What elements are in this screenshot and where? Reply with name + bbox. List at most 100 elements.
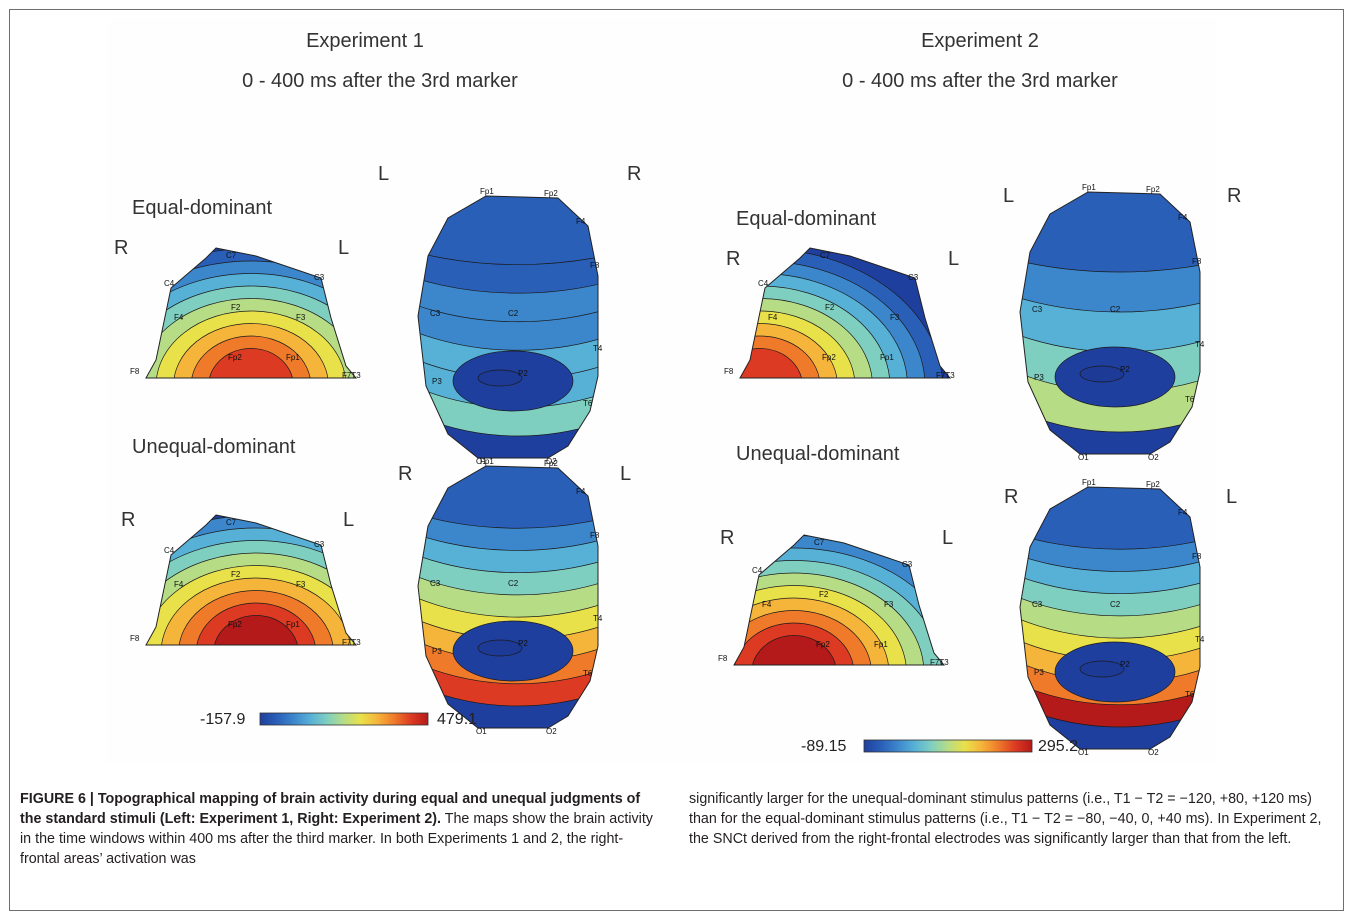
electrode-label: F4: [174, 313, 184, 322]
figure-label: FIGURE 6 |: [20, 791, 98, 807]
electrode-label: F4: [1178, 508, 1188, 517]
electrode-label: F8: [718, 654, 728, 663]
electrode-label: Fp1: [880, 353, 894, 362]
electrode-label: F3: [890, 313, 900, 322]
side-label-r: R: [726, 248, 741, 270]
exp2-colorbar: [863, 739, 1033, 753]
electrode-label: C3: [902, 560, 913, 569]
electrode-label: T6: [1185, 395, 1195, 404]
side-label-r: R: [1227, 185, 1242, 207]
electrode-label: F7T3: [930, 658, 949, 667]
electrode-label: Fp1: [286, 620, 300, 629]
electrode-label: F8: [724, 367, 734, 376]
electrode-label: C7: [820, 251, 831, 260]
side-label-r: R: [398, 463, 413, 485]
caption-right: significantly larger for the unequal-dom…: [689, 789, 1337, 849]
electrode-label: C2: [508, 309, 519, 318]
side-label-r: R: [627, 163, 642, 185]
experiment-1-title: Experiment 1: [306, 30, 424, 52]
electrode-label: T6: [583, 399, 593, 408]
electrode-label: C3: [1032, 600, 1043, 609]
electrode-label: T4: [1195, 340, 1205, 349]
side-label-r: R: [114, 237, 129, 259]
side-label-l: L: [343, 509, 355, 531]
electrode-label: T4: [1195, 635, 1205, 644]
electrode-label: O1: [1078, 453, 1089, 462]
exp2-equal-frontal-map: C7 C3 C4 F2 F4 F3 F8 Fp2 Fp1 F7T3: [724, 247, 955, 380]
electrode-label: Fp1: [1082, 478, 1096, 487]
electrode-label: F8: [590, 531, 600, 540]
electrode-label: T6: [1185, 690, 1195, 699]
electrode-label: O2: [546, 727, 557, 736]
electrode-label: O1: [476, 727, 487, 736]
electrode-label: C2: [1110, 600, 1121, 609]
electrode-label: Fp1: [480, 187, 494, 196]
side-label-l: L: [378, 163, 390, 185]
caption-title: Topographical mapping of brain activity …: [20, 791, 641, 827]
side-label-l: L: [1226, 486, 1238, 508]
exp1-equal-top-map: Fp1 Fp2 F4 F8 C3 C2 T4 P3 P2 T6 O1 O2: [417, 187, 603, 466]
electrode-label: F4: [576, 217, 586, 226]
electrode-label: T4: [593, 614, 603, 623]
exp1-colorbar-max: 479.1: [437, 711, 478, 728]
electrode-label: C3: [430, 309, 441, 318]
electrode-label: O2: [546, 457, 557, 466]
electrode-label: Fp2: [1146, 185, 1160, 194]
electrode-label: F4: [174, 580, 184, 589]
exp2-equal-top-map: Fp1 Fp2 F4 F8 C3 C2 T4 P3 P2 T6 O1 O2: [1019, 183, 1205, 462]
electrode-label: F8: [590, 261, 600, 270]
side-label-l: L: [620, 463, 632, 485]
electrode-label: P3: [432, 647, 442, 656]
electrode-label: C3: [314, 273, 325, 282]
electrode-label: F8: [1192, 552, 1202, 561]
electrode-label: F7T3: [342, 371, 361, 380]
side-label-l: L: [948, 248, 960, 270]
electrode-label: F8: [130, 367, 140, 376]
electrode-label: P2: [518, 639, 528, 648]
electrode-label: F3: [296, 580, 306, 589]
caption-text-left: The maps show the brain activity in the …: [20, 811, 653, 867]
exp2-colorbar-max: 295.2: [1038, 738, 1079, 755]
electrode-label: Fp2: [544, 189, 558, 198]
electrode-label: T4: [593, 344, 603, 353]
electrode-label: C4: [164, 279, 175, 288]
electrode-label: C7: [814, 538, 825, 547]
caption-text-right: significantly larger for the unequal-dom…: [689, 791, 1322, 847]
electrode-label: C3: [430, 579, 441, 588]
electrode-label: O1: [1078, 748, 1089, 757]
experiment-1-window: 0 - 400 ms after the 3rd marker: [242, 70, 518, 92]
electrode-label: O2: [1148, 748, 1159, 757]
exp2-unequal-dominant-label: Unequal-dominant: [736, 443, 900, 465]
electrode-label: O2: [1148, 453, 1159, 462]
exp1-equal-frontal-map: C7 C3 C4 F2 F4 F3 F8 Fp2 Fp1 F7T3: [130, 247, 361, 380]
electrode-label: C7: [226, 251, 237, 260]
electrode-label: F3: [296, 313, 306, 322]
side-label-l: L: [1003, 185, 1015, 207]
electrode-label: C2: [1110, 305, 1121, 314]
electrode-label: C4: [758, 279, 769, 288]
electrode-label: P3: [1034, 373, 1044, 382]
electrode-label: P3: [1034, 668, 1044, 677]
side-label-r: R: [1004, 486, 1019, 508]
electrode-label: Fp1: [286, 353, 300, 362]
electrode-label: F4: [768, 313, 778, 322]
exp1-colorbar: [259, 712, 429, 726]
electrode-label: C3: [314, 540, 325, 549]
side-label-l: L: [338, 237, 350, 259]
electrode-label: F7T3: [936, 371, 955, 380]
experiment-2-window: 0 - 400 ms after the 3rd marker: [842, 70, 1118, 92]
electrode-label: F4: [762, 600, 772, 609]
electrode-label: Fp1: [1082, 183, 1096, 192]
electrode-label: F8: [130, 634, 140, 643]
electrode-label: Fp2: [816, 640, 830, 649]
electrode-label: F2: [231, 303, 241, 312]
electrode-label: F2: [819, 590, 829, 599]
electrode-label: P2: [1120, 660, 1130, 669]
exp1-unequal-frontal-map: C7 C3 C4 F2 F4 F3 F8 Fp2 Fp1 F7T3: [130, 514, 361, 647]
caption-left: FIGURE 6 | Topographical mapping of brai…: [20, 789, 660, 869]
electrode-label: Fp2: [544, 459, 558, 468]
electrode-label: C4: [164, 546, 175, 555]
electrode-label: F2: [825, 303, 835, 312]
electrode-label: Fp1: [874, 640, 888, 649]
electrode-label: F4: [576, 487, 586, 496]
